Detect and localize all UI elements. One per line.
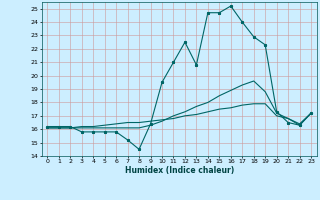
X-axis label: Humidex (Indice chaleur): Humidex (Indice chaleur)	[124, 166, 234, 175]
